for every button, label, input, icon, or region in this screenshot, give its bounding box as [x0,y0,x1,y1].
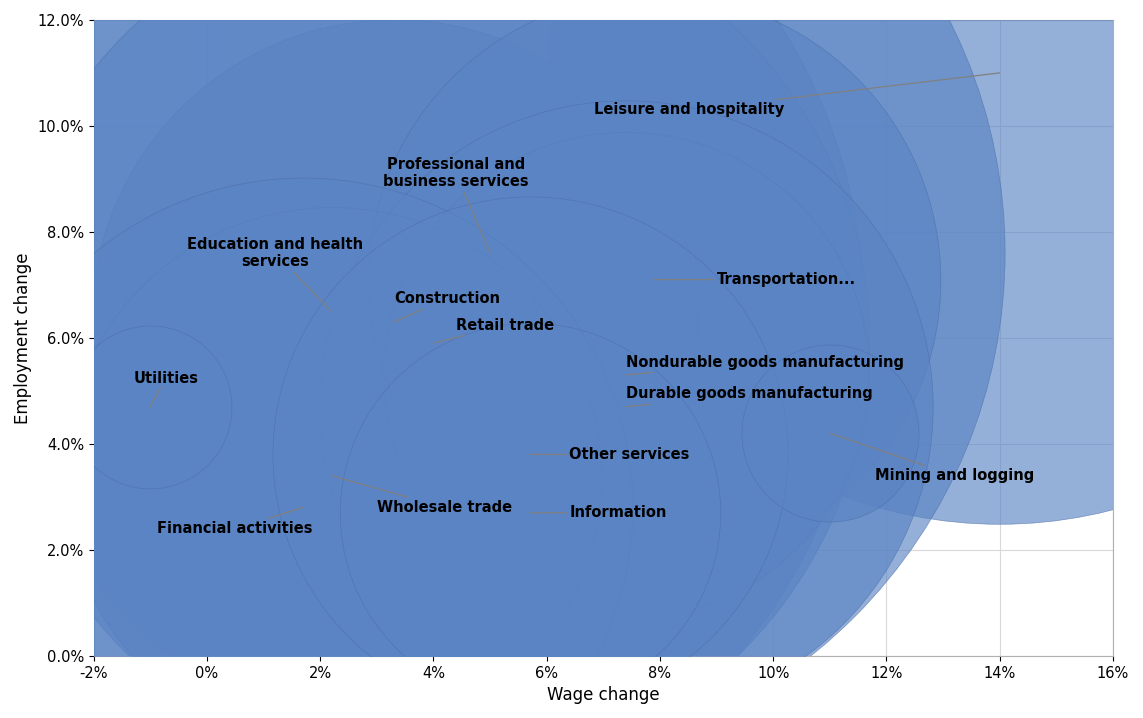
Text: Wholesale trade: Wholesale trade [331,475,512,515]
Text: Information: Information [529,505,666,521]
Text: Construction: Construction [394,291,499,322]
Point [617,369,636,381]
Point [481,247,499,258]
Point [991,67,1009,79]
Text: Nondurable goods manufacturing: Nondurable goods manufacturing [626,355,904,375]
Point [645,274,663,285]
Point [294,502,312,513]
Text: Durable goods manufacturing: Durable goods manufacturing [626,386,873,407]
Y-axis label: Employment change: Employment change [14,252,32,424]
Text: Transportation...: Transportation... [654,272,856,287]
Point [617,401,636,413]
Text: Retail trade: Retail trade [433,317,554,343]
Text: Leisure and hospitality: Leisure and hospitality [594,73,1000,118]
Text: Utilities: Utilities [134,370,198,407]
Point [821,427,839,439]
Point [424,337,442,349]
Text: Education and health
services: Education and health services [186,236,363,312]
Text: Professional and
business services: Professional and business services [383,157,529,253]
Text: Financial activities: Financial activities [158,508,313,536]
Point [520,507,538,518]
Point [520,449,538,460]
X-axis label: Wage change: Wage change [547,686,660,704]
Point [322,470,341,481]
Point [385,316,403,327]
Point [141,401,159,413]
Text: Mining and logging: Mining and logging [830,433,1034,483]
Text: Other services: Other services [529,447,689,462]
Point [322,306,341,317]
